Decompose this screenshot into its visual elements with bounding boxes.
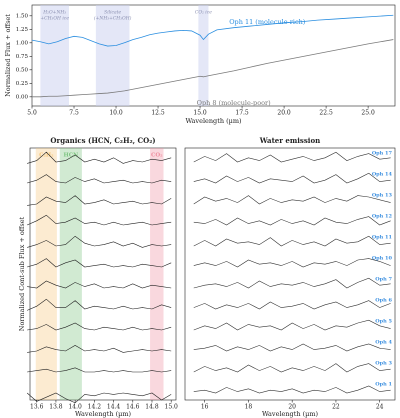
spectrum-line (27, 174, 172, 184)
panel-title: Organics (HCN, C₂H₂, CO₂) (50, 136, 155, 145)
band (35, 148, 57, 400)
series-label: Oph 3 (375, 361, 392, 367)
spectrum-line (27, 151, 172, 164)
x-axis-label: Wavelength (µm) (262, 410, 319, 418)
series-label: Oph 12 (372, 214, 393, 220)
spectrum-line (27, 195, 172, 206)
water-frame (184, 147, 396, 401)
x-tick-label: 22 (332, 404, 340, 411)
series-label: Oph 14 (372, 172, 393, 178)
y-tick-label: 0.50 (16, 67, 29, 73)
x-tick-label: 20.0 (277, 110, 291, 117)
x-tick-label: 15.0 (193, 110, 207, 117)
spectrum-line (193, 195, 391, 205)
spectrum-line (193, 343, 391, 352)
x-tick-label: 14.4 (107, 404, 121, 411)
series-label: Oph 1 (375, 382, 392, 388)
band-label: C₂H₂ (39, 153, 54, 159)
spectrum-line (26, 392, 172, 404)
spectrum-line (32, 39, 394, 98)
y-axis-label: Normalized Flux + offset (4, 14, 12, 97)
band-label: (+NH₃+CH₃OH) (94, 15, 132, 22)
x-axis-label: Wavelength (µm) (75, 410, 132, 418)
organics-frame (29, 147, 177, 401)
spectrum-line (31, 14, 394, 47)
spectrum-line (27, 345, 172, 353)
y-tick-label: 1.50 (16, 13, 29, 19)
spectrum-line (193, 277, 391, 289)
band-label: HCN (64, 153, 79, 159)
band (95, 5, 130, 106)
spectrum-line (27, 322, 172, 331)
band (59, 148, 82, 400)
x-tick-label: 12.5 (151, 110, 165, 117)
spectrum-line (193, 151, 391, 163)
series-label: Oph 11 (372, 235, 392, 241)
x-tick-label: 13.6 (30, 404, 44, 411)
top-frame (31, 4, 396, 107)
x-tick-label: 5.0 (27, 110, 37, 117)
spectrum-line (27, 280, 172, 289)
x-tick-label: 22.5 (319, 110, 333, 117)
x-tick-label: 14.0 (68, 404, 82, 411)
x-tick-label: 14.8 (145, 404, 159, 411)
series-label: Oph 17 (372, 151, 393, 157)
spectrum-line (27, 258, 172, 268)
series-label: Oph 10 (372, 256, 393, 262)
x-axis-label: Wavelength (µm) (185, 117, 242, 125)
spectrum-line (27, 235, 172, 248)
spectrum-line (27, 367, 172, 373)
band-label: +CH₃OH ice (40, 16, 69, 22)
x-tick-label: 24 (376, 404, 384, 411)
spectrum-line (193, 172, 391, 184)
band (40, 5, 69, 106)
y-tick-label: 0.25 (16, 81, 29, 87)
spectrum-line (193, 258, 391, 268)
band-label: CO₂ ice (195, 10, 212, 16)
y-axis-label: Normalized Cont-sub Flux + offset (18, 216, 26, 331)
series-label: Oph 6 (375, 298, 392, 304)
band-label: H₂O+NH₃ (42, 10, 66, 16)
x-tick-label: 20 (288, 404, 296, 411)
spectrum-line (193, 319, 391, 331)
x-tick-label: 7.5 (69, 110, 79, 117)
band-label: CO₂ (151, 153, 163, 159)
x-tick-label: 15.0 (165, 404, 179, 411)
series-label: Oph 8 (molecule-poor) (197, 99, 272, 107)
series-label: Oph 4 (375, 340, 392, 346)
series-label: Oph 11 (molecule-rich) (229, 18, 306, 26)
series-label: Oph 7 (375, 277, 392, 283)
panel-title: Water emission (259, 136, 320, 145)
x-tick-label: 13.8 (49, 404, 63, 411)
x-tick-label: 14.2 (88, 404, 102, 411)
x-tick-label: 16 (201, 404, 209, 411)
x-tick-label: 10.0 (109, 110, 123, 117)
y-tick-label: 0.75 (16, 54, 29, 60)
y-tick-label: 1.25 (16, 27, 29, 33)
band (198, 5, 209, 106)
x-tick-label: 17.5 (235, 110, 249, 117)
x-tick-label: 25.0 (361, 110, 375, 117)
y-tick-label: 1.00 (16, 40, 29, 46)
spectrum-line (193, 300, 391, 310)
band (150, 148, 164, 400)
spectrum-line (193, 216, 391, 226)
spectrum-line (26, 298, 172, 311)
y-tick-label: 0.00 (16, 94, 29, 100)
series-label: Oph 13 (372, 193, 393, 199)
spectrum-line (26, 214, 172, 226)
series-label: Oph 5 (375, 319, 392, 325)
x-tick-label: 18 (245, 404, 253, 411)
spectrum-line (193, 363, 391, 373)
band-label: Silicate (104, 10, 121, 16)
x-tick-label: 14.6 (126, 404, 140, 411)
spectrum-line (193, 235, 391, 247)
spectrum-line (193, 385, 391, 394)
